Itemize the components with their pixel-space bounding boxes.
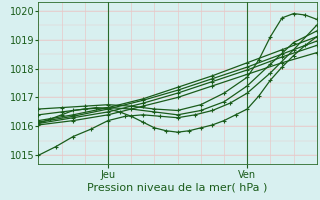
X-axis label: Pression niveau de la mer( hPa ): Pression niveau de la mer( hPa ): [87, 182, 268, 192]
